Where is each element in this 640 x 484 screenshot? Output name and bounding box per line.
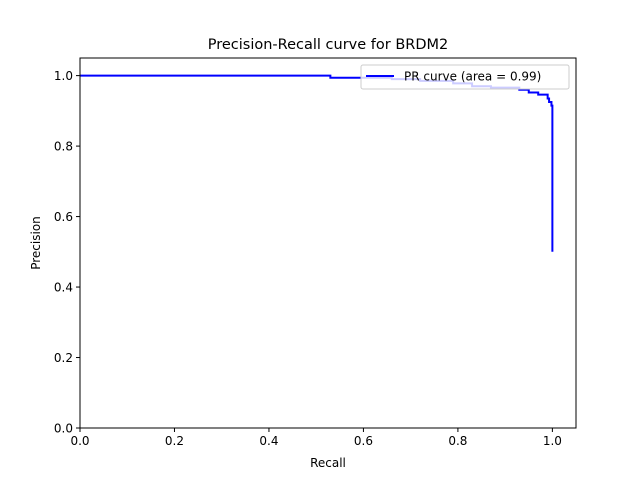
legend-label: PR curve (area = 0.99) — [404, 70, 541, 84]
x-tick-label: 1.0 — [543, 434, 562, 448]
x-axis-label: Recall — [310, 456, 346, 470]
x-tick-label: 0.6 — [354, 434, 373, 448]
y-tick-label: 1.0 — [54, 69, 73, 83]
x-tick-label: 0.4 — [259, 434, 278, 448]
legend: PR curve (area = 0.99) — [360, 64, 570, 90]
y-tick-label: 0.8 — [54, 139, 73, 153]
chart-title: Precision-Recall curve for BRDM2 — [208, 37, 449, 53]
x-tick-label: 0.2 — [165, 434, 184, 448]
y-tick-label: 0.2 — [54, 351, 73, 365]
legend-box — [360, 64, 570, 90]
plot-area-frame — [79, 57, 577, 429]
x-tick-label: 0.8 — [448, 434, 467, 448]
y-tick-label: 0.6 — [54, 210, 73, 224]
x-axis-ticks: 0.0 0.2 0.4 0.6 0.8 1.0 — [70, 428, 562, 448]
y-tick-label: 0.4 — [54, 280, 73, 294]
x-tick-label: 0.0 — [70, 434, 89, 448]
y-tick-label: 0.0 — [54, 421, 73, 435]
y-axis-ticks: 0.0 0.2 0.4 0.6 0.8 1.0 — [54, 69, 80, 435]
y-axis-label: Precision — [29, 216, 43, 270]
